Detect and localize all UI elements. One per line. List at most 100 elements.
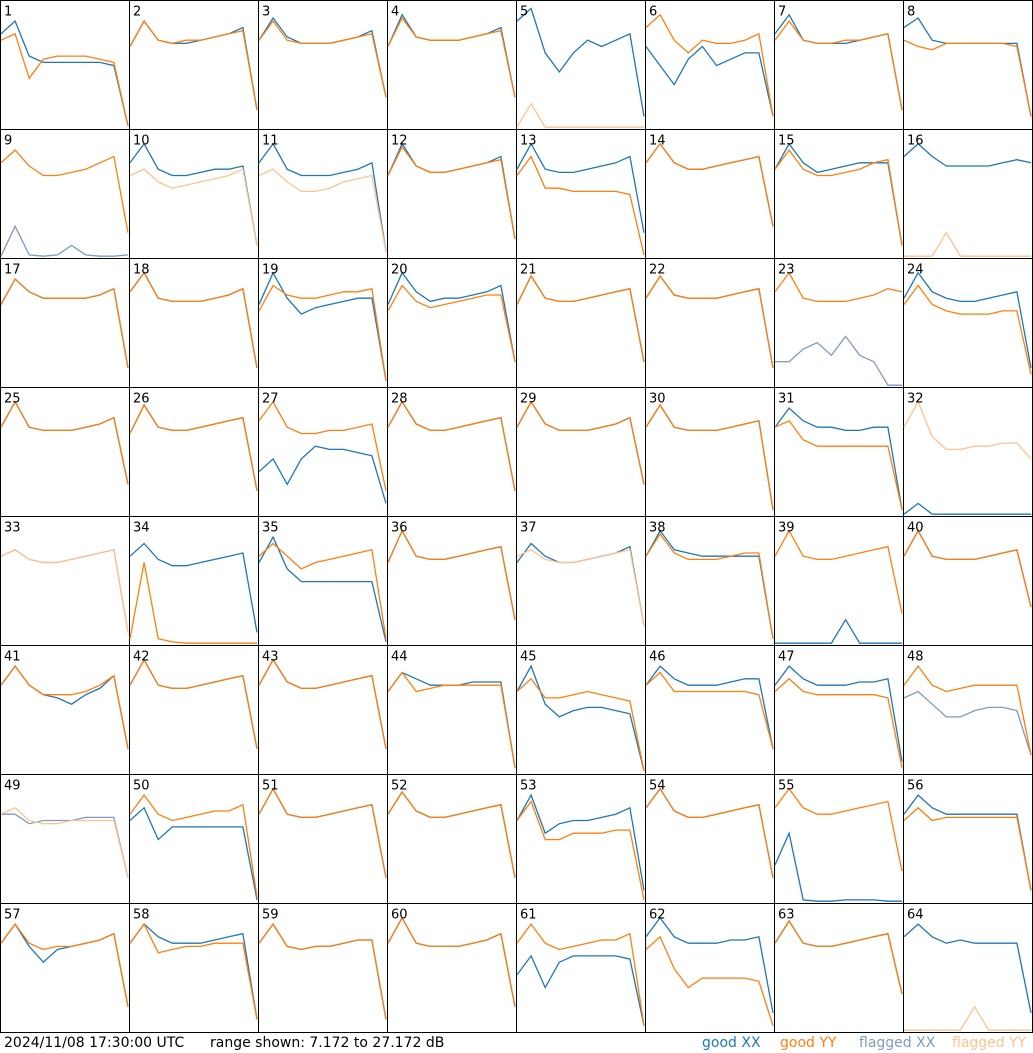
panel-label: 16 bbox=[907, 134, 924, 149]
panel-frame bbox=[387, 516, 517, 646]
xx-line bbox=[645, 916, 774, 1014]
panel-label: 5 bbox=[520, 5, 528, 20]
xx-line bbox=[129, 271, 258, 369]
xx-line bbox=[645, 45, 774, 117]
panel-label: 8 bbox=[907, 5, 915, 20]
xx-line bbox=[258, 16, 387, 98]
yy-line bbox=[645, 142, 774, 227]
yy-line bbox=[774, 529, 903, 614]
panel-label: 6 bbox=[649, 5, 657, 20]
xx-line bbox=[645, 403, 774, 510]
panel-frame bbox=[516, 258, 646, 388]
xx-line bbox=[129, 542, 258, 633]
panel-frame bbox=[258, 258, 388, 388]
yy-line bbox=[774, 919, 903, 995]
panel-frame bbox=[0, 645, 130, 775]
panel-label: 25 bbox=[4, 392, 21, 407]
yy-line bbox=[516, 549, 645, 627]
xx-line bbox=[903, 690, 1032, 756]
yy-line bbox=[774, 149, 903, 246]
panel-frame bbox=[387, 903, 517, 1033]
panel-frame bbox=[903, 0, 1033, 130]
panel-label: 9 bbox=[4, 134, 12, 149]
yy-line bbox=[645, 13, 774, 117]
panel-label: 28 bbox=[391, 392, 408, 407]
panel-frame bbox=[774, 645, 904, 775]
xx-line bbox=[258, 535, 387, 643]
xx-line bbox=[516, 400, 645, 485]
xx-line bbox=[387, 790, 516, 878]
yy-line bbox=[774, 419, 903, 510]
xx-line bbox=[129, 403, 258, 491]
panel-label: 23 bbox=[778, 263, 795, 278]
yy-line bbox=[129, 168, 258, 246]
xx-line bbox=[0, 400, 129, 485]
panel-label: 4 bbox=[391, 5, 399, 20]
panel-frame bbox=[645, 645, 775, 775]
panel-label: 31 bbox=[778, 392, 795, 407]
legend-entry: good XX bbox=[702, 1035, 761, 1051]
xx-line bbox=[516, 954, 645, 1026]
panel-frame bbox=[903, 903, 1033, 1033]
panel-label: 42 bbox=[133, 650, 150, 665]
xx-line bbox=[0, 224, 129, 257]
yy-line bbox=[0, 32, 129, 127]
legend-entry: flagged YY bbox=[952, 1035, 1027, 1051]
yy-line bbox=[258, 542, 387, 639]
yy-line bbox=[0, 665, 129, 749]
yy-line bbox=[903, 400, 1032, 460]
panel-frame bbox=[516, 0, 646, 130]
xx-line bbox=[387, 400, 516, 491]
yy-line bbox=[258, 20, 387, 98]
yy-line bbox=[258, 658, 387, 749]
panel-frame bbox=[645, 258, 775, 388]
xx-line bbox=[1, 813, 129, 878]
panel-label: 37 bbox=[520, 521, 537, 536]
yy-line bbox=[904, 1005, 1031, 1031]
panel-label: 44 bbox=[391, 650, 408, 665]
xx-line bbox=[0, 549, 129, 633]
panel-frame bbox=[258, 903, 388, 1033]
yy-line bbox=[516, 274, 645, 362]
panel-frame bbox=[387, 129, 517, 259]
panel-label: 59 bbox=[262, 908, 279, 923]
yy-line bbox=[903, 529, 1032, 608]
yy-line bbox=[903, 806, 1032, 891]
yy-line bbox=[387, 284, 516, 362]
xx-line bbox=[774, 665, 903, 762]
panel-frame bbox=[0, 387, 130, 517]
panel-label: 10 bbox=[133, 134, 150, 149]
panel-label: 63 bbox=[778, 908, 795, 923]
panel-label: 47 bbox=[778, 650, 795, 665]
panel-label: 36 bbox=[391, 521, 408, 536]
panel-label: 35 bbox=[262, 521, 279, 536]
xx-line bbox=[645, 787, 774, 878]
yy-line bbox=[387, 529, 516, 620]
panel-label: 3 bbox=[262, 5, 270, 20]
yy-line bbox=[903, 284, 1032, 375]
panel-label: 54 bbox=[649, 779, 666, 794]
panel-frame bbox=[258, 387, 388, 517]
panel-label: 17 bbox=[4, 263, 21, 278]
panel-label: 40 bbox=[907, 521, 924, 536]
panel-label: 45 bbox=[520, 650, 537, 665]
xx-line bbox=[258, 445, 387, 504]
panel-frame bbox=[387, 645, 517, 775]
yy-line bbox=[903, 39, 1032, 117]
yy-line bbox=[0, 149, 129, 233]
panel-label: 43 bbox=[262, 650, 279, 665]
panel-frame bbox=[129, 387, 259, 517]
xx-line bbox=[129, 923, 258, 1020]
yy-line bbox=[129, 922, 258, 1020]
panel-frame bbox=[516, 645, 646, 775]
xx-line bbox=[258, 142, 387, 252]
yy-line bbox=[387, 16, 516, 98]
xx-line bbox=[258, 787, 387, 878]
panel-label: 38 bbox=[649, 521, 666, 536]
yy-line bbox=[645, 671, 774, 749]
panel-label: 24 bbox=[907, 263, 924, 278]
yy-line bbox=[129, 658, 258, 749]
panel-frame bbox=[387, 387, 517, 517]
panel-label: 7 bbox=[778, 5, 786, 20]
yy-line bbox=[387, 916, 516, 1007]
